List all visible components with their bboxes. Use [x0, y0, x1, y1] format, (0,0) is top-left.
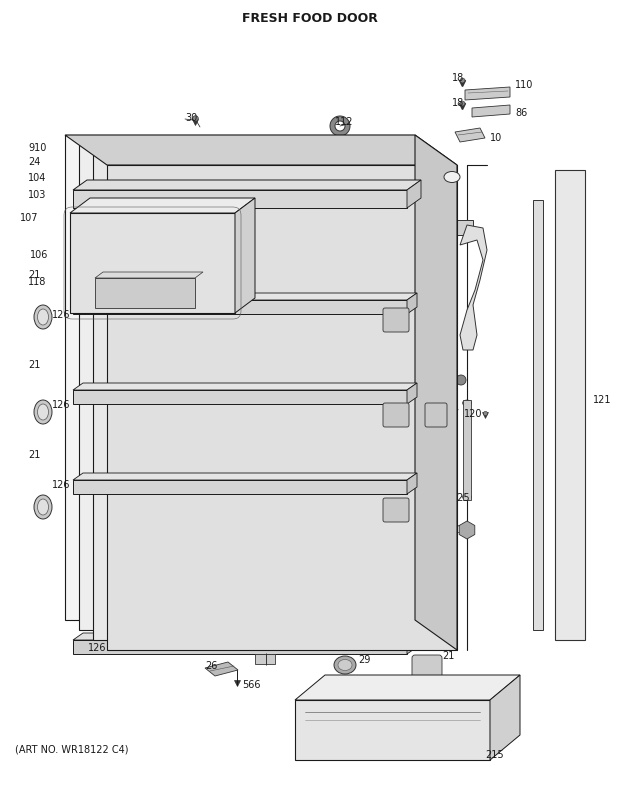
- FancyBboxPatch shape: [383, 403, 409, 427]
- Polygon shape: [463, 400, 471, 500]
- Polygon shape: [407, 383, 417, 404]
- Text: 126: 126: [88, 643, 107, 653]
- Text: 115: 115: [432, 607, 451, 617]
- Polygon shape: [95, 272, 203, 278]
- Polygon shape: [555, 170, 585, 640]
- Bar: [107, 165, 457, 650]
- Bar: [255, 654, 275, 664]
- Text: 215: 215: [485, 750, 503, 760]
- Ellipse shape: [334, 656, 356, 674]
- Text: 566: 566: [242, 680, 260, 690]
- Polygon shape: [407, 180, 421, 208]
- Text: 10: 10: [490, 133, 502, 143]
- Polygon shape: [73, 473, 417, 480]
- Text: 21: 21: [390, 450, 402, 460]
- Polygon shape: [70, 198, 255, 213]
- FancyBboxPatch shape: [383, 308, 409, 332]
- Polygon shape: [533, 200, 543, 630]
- Text: 21: 21: [28, 450, 40, 460]
- FancyBboxPatch shape: [412, 655, 442, 681]
- Text: 121: 121: [593, 395, 611, 405]
- Text: 120: 120: [464, 409, 482, 419]
- Text: 21: 21: [28, 360, 40, 370]
- Text: 104: 104: [28, 173, 46, 183]
- Polygon shape: [73, 480, 407, 494]
- Text: 5: 5: [448, 235, 454, 245]
- Polygon shape: [235, 198, 255, 313]
- Ellipse shape: [338, 659, 352, 670]
- Text: 106: 106: [30, 250, 48, 260]
- Polygon shape: [415, 135, 457, 650]
- Text: 86: 86: [515, 108, 527, 118]
- Text: 112: 112: [335, 117, 353, 127]
- Text: 910: 910: [28, 143, 46, 153]
- Text: 126: 126: [52, 480, 71, 490]
- Text: 29: 29: [358, 655, 370, 665]
- Text: 24: 24: [28, 157, 40, 167]
- Text: 16: 16: [444, 375, 456, 385]
- Polygon shape: [295, 700, 490, 760]
- Polygon shape: [73, 293, 417, 300]
- Text: (ART NO. WR18122 C4): (ART NO. WR18122 C4): [15, 745, 128, 755]
- Text: 18: 18: [452, 73, 464, 83]
- Ellipse shape: [463, 494, 471, 500]
- Text: 118: 118: [28, 277, 46, 287]
- Text: 150: 150: [430, 360, 448, 370]
- Text: 26: 26: [205, 661, 218, 671]
- Ellipse shape: [463, 400, 471, 406]
- Text: 18: 18: [452, 98, 464, 108]
- Text: 28: 28: [278, 643, 290, 653]
- Text: 21: 21: [442, 651, 454, 661]
- Bar: [93, 155, 443, 640]
- Ellipse shape: [34, 495, 52, 519]
- Polygon shape: [70, 213, 235, 313]
- Polygon shape: [205, 662, 238, 676]
- Text: 110: 110: [515, 80, 533, 90]
- Ellipse shape: [444, 171, 460, 182]
- Polygon shape: [65, 135, 457, 165]
- Polygon shape: [73, 180, 421, 190]
- Polygon shape: [490, 675, 520, 760]
- Ellipse shape: [34, 305, 52, 329]
- Polygon shape: [465, 87, 510, 100]
- Ellipse shape: [37, 309, 48, 325]
- Text: 921: 921: [385, 143, 404, 153]
- Ellipse shape: [37, 499, 48, 515]
- Polygon shape: [73, 383, 417, 390]
- Text: 21: 21: [28, 270, 40, 280]
- Text: FRESH FOOD DOOR: FRESH FOOD DOOR: [242, 12, 378, 24]
- Text: 103: 103: [28, 190, 46, 200]
- Text: 125: 125: [452, 493, 471, 503]
- Text: 21: 21: [390, 360, 402, 370]
- Text: 7: 7: [452, 409, 458, 419]
- Text: 21: 21: [390, 270, 402, 280]
- Polygon shape: [455, 220, 473, 235]
- Polygon shape: [295, 675, 520, 700]
- Polygon shape: [73, 300, 407, 314]
- Text: 126: 126: [52, 400, 71, 410]
- Text: 107: 107: [20, 213, 38, 223]
- Polygon shape: [407, 473, 417, 494]
- Text: 30: 30: [185, 113, 197, 123]
- Polygon shape: [73, 390, 407, 404]
- Text: 119: 119: [452, 525, 471, 535]
- Polygon shape: [73, 190, 407, 208]
- Ellipse shape: [34, 400, 52, 424]
- Polygon shape: [472, 105, 510, 117]
- Polygon shape: [73, 633, 417, 640]
- Polygon shape: [95, 278, 195, 308]
- Text: 126: 126: [52, 310, 71, 320]
- Bar: [65, 135, 415, 620]
- Polygon shape: [460, 225, 487, 350]
- Polygon shape: [407, 633, 417, 654]
- FancyBboxPatch shape: [383, 498, 409, 522]
- Ellipse shape: [456, 375, 466, 385]
- Text: 8: 8: [448, 213, 454, 223]
- Bar: [79, 145, 429, 630]
- FancyBboxPatch shape: [425, 403, 447, 427]
- Ellipse shape: [37, 404, 48, 420]
- Polygon shape: [73, 640, 407, 654]
- Polygon shape: [407, 293, 417, 314]
- Polygon shape: [455, 128, 485, 142]
